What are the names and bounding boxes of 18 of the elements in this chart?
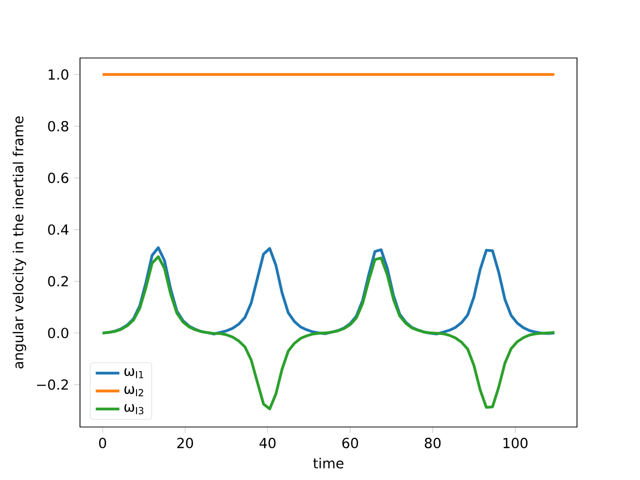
y-axis-title: angular velocity in the inertial frame (12, 116, 26, 368)
legend-label: ω$_{I3}$ (124, 404, 144, 414)
legend-label: ω$_{I2}$ (124, 386, 144, 396)
legend-label: ω$_{I1}$ (124, 368, 144, 378)
x-tick-label: 60 (342, 438, 358, 448)
y-tick-label: 0.6 (48, 172, 68, 184)
y-tick-label: 0.8 (48, 120, 68, 132)
x-tick-label: 0 (99, 438, 106, 448)
x-axis-title: time (313, 458, 344, 468)
x-tick-label: 20 (177, 438, 194, 448)
y-tick-label: −0.2 (37, 379, 68, 390)
x-tick-label: 40 (260, 438, 276, 448)
y-tick-label: 0.4 (48, 224, 68, 235)
x-tick-label: 80 (424, 438, 441, 448)
y-tick-label: 0.0 (48, 328, 68, 338)
x-tick-label: 100 (504, 438, 528, 448)
y-tick-label: 0.2 (48, 276, 68, 286)
y-tick-label: 1.0 (48, 69, 68, 80)
